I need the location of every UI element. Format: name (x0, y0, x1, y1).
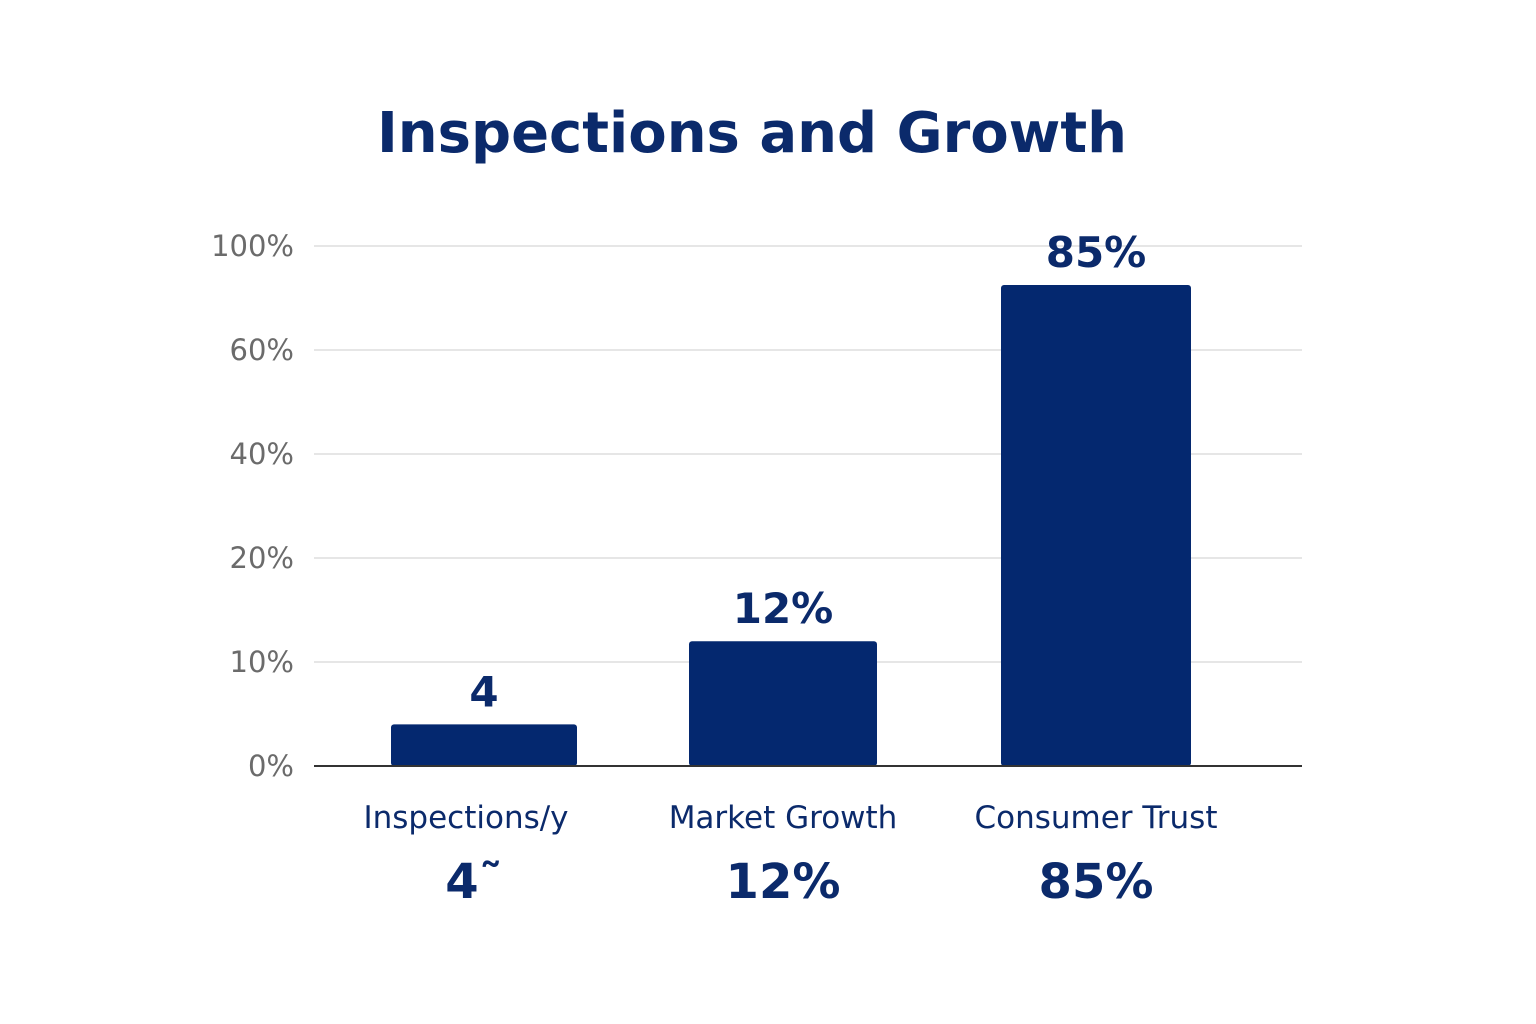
bar (391, 724, 577, 766)
bars (391, 285, 1191, 766)
bar (1001, 285, 1191, 766)
bar-value-label: 12% (733, 584, 834, 633)
y-axis-ticks: 0% 10% 20% 40% 60% 100% (211, 229, 294, 783)
y-tick-label: 0% (248, 749, 294, 783)
chart-title: Inspections and Growth (377, 101, 1127, 166)
bar-value-label: 4 (469, 667, 498, 716)
y-tick-label: 10% (230, 645, 294, 679)
y-tick-label: 40% (230, 437, 294, 471)
x-tick-label: Market Growth (669, 800, 898, 836)
x-tick-label: Inspections/y (363, 800, 568, 836)
category-value-captions: 4˜ 12% 85% (445, 854, 1153, 910)
y-tick-label: 100% (211, 229, 294, 263)
y-tick-label: 60% (230, 333, 294, 367)
y-tick-label: 20% (230, 541, 294, 575)
bar-value-label: 85% (1046, 228, 1147, 277)
category-caption: 4˜ (445, 854, 502, 910)
category-caption: 85% (1039, 854, 1154, 910)
bar (689, 641, 877, 766)
bar-value-labels: 4 12% 85% (469, 228, 1146, 716)
category-caption: 12% (726, 854, 841, 910)
x-axis-category-labels: Inspections/y Market Growth Consumer Trust (363, 800, 1217, 836)
x-tick-label: Consumer Trust (974, 800, 1217, 836)
